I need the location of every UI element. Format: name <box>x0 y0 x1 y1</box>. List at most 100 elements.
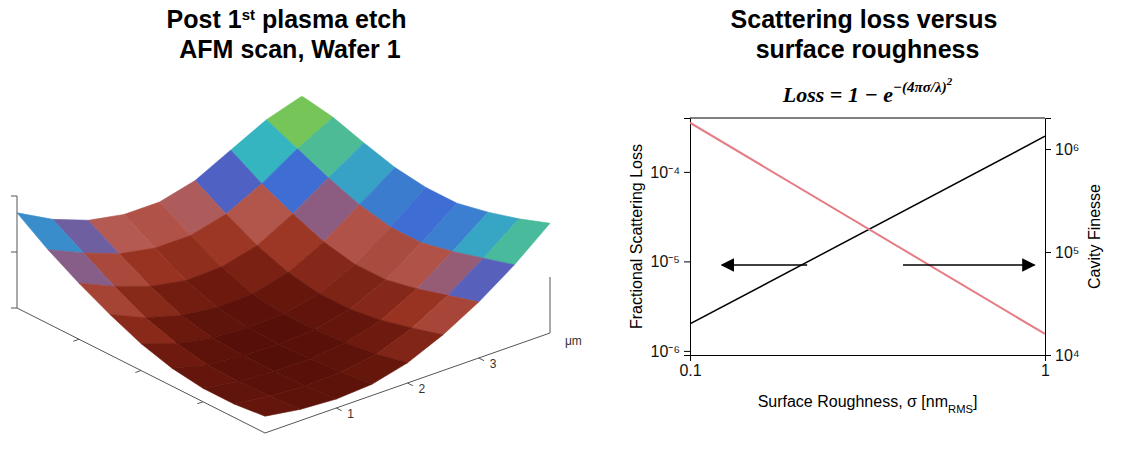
x-axis-title-subscript: RMS <box>948 403 973 415</box>
title-word: versus <box>917 5 998 33</box>
x-axis-tick: 0.1 <box>679 355 701 379</box>
axis-edge <box>550 277 551 333</box>
y-axis-tick-label: 10⁻⁶ <box>651 343 680 360</box>
title-space <box>255 5 262 33</box>
chart-canvas: Post 1st plasma etch AFM scan, Wafer 112… <box>0 0 1147 450</box>
title-word: roughness <box>852 35 980 63</box>
y2-axis-tick-label: 10⁴ <box>1055 347 1080 364</box>
x-axis-title-part: Surface Roughness, σ [nm <box>758 393 948 410</box>
surface-cell <box>110 315 177 344</box>
surface-cell <box>141 343 208 368</box>
title-superscript: st <box>242 6 255 23</box>
title-word: Scattering <box>731 5 853 33</box>
x-tick-label: 2 <box>418 382 425 396</box>
x-tick-label: 3 <box>490 357 497 371</box>
title-space <box>304 35 311 63</box>
title-line: surface roughness <box>756 35 980 63</box>
surface-cell <box>17 213 84 253</box>
y-axis-title: Fractional Scattering Loss <box>628 144 645 329</box>
chart-container: Post 1st plasma etch AFM scan, Wafer 112… <box>0 0 1147 450</box>
title-space <box>845 35 852 63</box>
x-axis: 0.11 <box>679 355 1050 379</box>
title-space <box>348 5 355 33</box>
y-axis-tick-label: 10⁻⁴ <box>650 164 680 181</box>
z-tick <box>11 196 17 197</box>
title-word: loss <box>860 5 910 33</box>
title-word: surface <box>756 35 845 63</box>
formula-exponent: −(4πσ/λ) <box>893 79 947 96</box>
y2-axis-tick-label: 10⁵ <box>1055 244 1079 261</box>
x-tick-label: 1 <box>347 407 354 421</box>
title-space <box>380 35 387 63</box>
y-axis-line <box>684 119 691 356</box>
title-word: plasma <box>262 5 349 33</box>
y-axis-line <box>17 308 265 433</box>
y-tick <box>135 371 141 373</box>
title-word: 1 <box>228 5 242 33</box>
x-axis-tick-label: 1 <box>1041 362 1050 379</box>
y-axis-tick: 10⁻⁶ <box>651 343 690 360</box>
y-axis-tick: 10⁻⁵ <box>651 253 690 270</box>
title-word: 1 <box>387 35 401 63</box>
title-word: scan, <box>240 35 304 63</box>
x-axis-title: Surface Roughness, σ [nmRMS] <box>758 393 978 415</box>
x-axis-line <box>691 356 1046 362</box>
title-word: etch <box>355 5 406 33</box>
y-axis-tick-mark <box>684 261 690 262</box>
formula-text: Loss = 1 − e <box>782 82 893 107</box>
x-tick <box>408 383 413 386</box>
y-axis-tick-label: 10⁻⁵ <box>651 253 680 270</box>
surface-cell <box>79 283 146 317</box>
y-axis-tick-mark <box>684 172 690 173</box>
surface-axes: 1 2 3 μm <box>11 196 582 433</box>
title-word: Wafer <box>311 35 380 63</box>
y-tick <box>197 402 203 404</box>
y-tick <box>73 339 79 341</box>
title-word: AFM <box>179 35 233 63</box>
x-axis-title-part: ] <box>973 393 977 410</box>
y2-axis-tick-mark <box>1045 149 1051 150</box>
surface-cell <box>483 219 550 265</box>
y2-axis: 10⁴ 10⁵ 10⁶ <box>1045 119 1080 364</box>
series-line <box>690 136 1045 324</box>
surface-cell <box>448 258 515 302</box>
axis-arrow-left <box>722 264 807 266</box>
x-axis-tick: 1 <box>1041 355 1050 379</box>
title-space <box>233 35 240 63</box>
title-line: AFM scan, Wafer 1 <box>179 35 400 63</box>
surface-cell <box>48 250 115 287</box>
y2-axis-tick-mark <box>1045 252 1051 253</box>
title-word: Post <box>167 5 222 33</box>
title-space <box>910 5 917 33</box>
x-axis-line <box>265 333 550 433</box>
chart-title: Scattering loss versus surface roughness <box>731 5 1005 63</box>
y-axis-tick: 10⁻⁴ <box>650 164 690 181</box>
plot-frame <box>690 118 1045 119</box>
surface-plot <box>17 96 550 416</box>
x-axis-tick-label: 0.1 <box>679 362 701 379</box>
z-tick <box>11 308 17 309</box>
series-line <box>690 123 1045 334</box>
y-axis: 10⁻⁶ 10⁻⁵ 10⁻⁴ <box>650 119 690 360</box>
formula: Loss = 1 − e−(4πσ/λ)2 <box>782 75 953 107</box>
surface-cell <box>412 295 479 334</box>
surface-cell <box>234 396 301 416</box>
y2-axis-tick: 10⁴ <box>1045 347 1080 364</box>
title-space <box>997 5 1004 33</box>
title-space <box>853 5 860 33</box>
chart-title: Post 1st plasma etch AFM scan, Wafer 1 <box>167 5 414 63</box>
y2-axis-tick-mark <box>1045 355 1051 356</box>
title-line: Post 1st plasma etch <box>167 5 414 33</box>
x-axis-title: μm <box>565 334 582 348</box>
y-axis-tick-mark <box>684 351 690 352</box>
x-tick <box>336 408 341 411</box>
plot-lines <box>690 123 1045 334</box>
y2-axis-tick-label: 10⁶ <box>1055 141 1079 158</box>
y2-axis-tick: 10⁵ <box>1045 244 1079 261</box>
z-tick <box>11 252 17 253</box>
y2-axis-title: Cavity Finesse <box>1086 184 1103 289</box>
title-space <box>406 5 413 33</box>
y2-axis-tick: 10⁶ <box>1045 141 1079 158</box>
axis-arrow-right <box>903 264 1034 266</box>
title-space <box>221 5 228 33</box>
